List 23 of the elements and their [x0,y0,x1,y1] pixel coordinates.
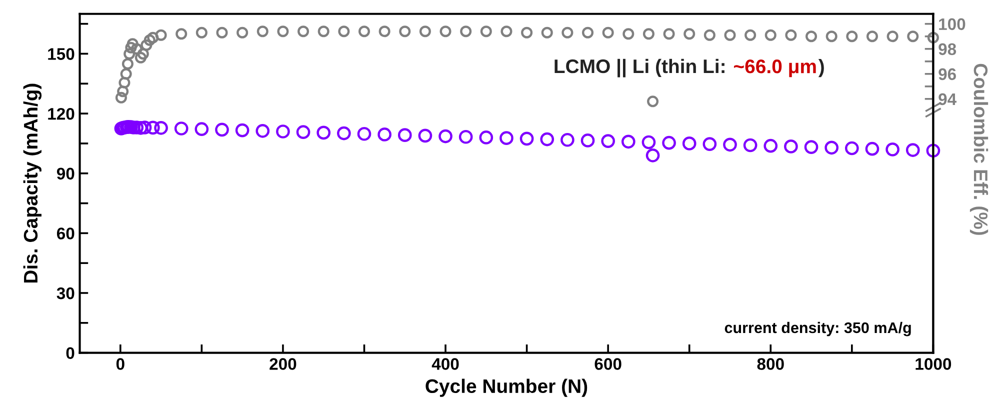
x-axis-title: Cycle Number (N) [426,378,588,397]
y2-tick-label: 96 [938,68,956,80]
x-tick-label: 600 [594,358,622,370]
x-tick-label: 1000 [916,358,952,370]
y-tick-label: 120 [48,108,74,120]
y-tick-label: 90 [56,168,74,180]
x-tick-label: 800 [757,358,784,370]
y-tick-label: 0 [66,347,74,360]
annotation: LCMO || Li (thin Li: [554,58,724,78]
y-tick-label: 150 [48,48,74,60]
annotation: ) [818,59,824,78]
x-tick-label: 200 [270,358,296,370]
y-tick-label: 60 [56,228,74,240]
y-tick-label: 30 [56,287,74,300]
y2-axis-title: Coulombic Eff. (%) [970,64,988,235]
x-tick-label: 400 [432,358,459,370]
y2-tick-label: 98 [938,43,956,56]
x-tick-label: 0 [116,358,124,370]
annotation: current density: 350 mA/g [724,322,911,336]
y-axis-title: Dis. Capacity (mAh/g) [23,84,42,283]
annotation: ~66.0 μm [734,60,816,78]
y2-tick-label: 100 [939,18,966,30]
y2-tick-label: 94 [938,93,956,106]
